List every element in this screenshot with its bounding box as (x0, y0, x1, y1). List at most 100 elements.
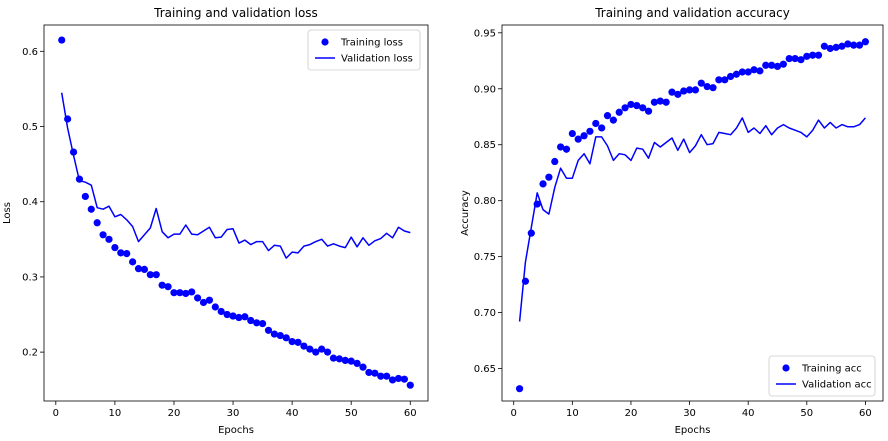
chart-1-ytick-label: 0.2 (22, 348, 38, 359)
chart-2-series-1-point (662, 98, 670, 106)
chart-2-series-1-point (850, 41, 858, 49)
chart-2-series-1-point (832, 43, 840, 51)
chart-2-ytick-label: 0.70 (474, 308, 496, 319)
chart-1-series-1-point (270, 330, 278, 338)
chart-1-xtick-label: 10 (109, 408, 122, 419)
chart-1-ytick-label: 0.3 (22, 272, 38, 283)
chart-1-series-1-point (359, 363, 367, 371)
chart-1-legend-label: Training loss (340, 38, 403, 49)
chart-1-series-1-point (347, 357, 355, 365)
chart-2-series-1-point (633, 101, 641, 110)
chart-1-xtick-label: 50 (345, 408, 358, 419)
chart-2-xtick-label: 20 (625, 408, 638, 419)
chart-2-ytick-label: 0.65 (474, 364, 496, 375)
chart-2-series-1-point (697, 79, 705, 87)
chart-1-legend-marker-swatch (321, 38, 329, 46)
chart-1-series-1-point (406, 381, 414, 389)
chart-1-xlabel: Epochs (218, 425, 254, 436)
chart-2-legend-label: Validation acc (802, 380, 872, 391)
chart-1-series-1-point (323, 348, 332, 356)
chart-1-series-2-line (60, 92, 411, 259)
chart-2-ytick-label: 0.90 (474, 84, 496, 95)
chart-1-series-1-point (388, 376, 397, 384)
chart-2-series-1-point (814, 51, 823, 59)
chart-2-series-1-point (773, 62, 782, 71)
chart-2-series-1-point (639, 104, 647, 112)
chart-2-series-1-point (621, 104, 629, 112)
chart-1-series-1-point (223, 310, 231, 319)
chart-2-legend-marker-swatch (782, 364, 790, 372)
chart-2-series-1-point (609, 116, 617, 124)
chart-2-series-1-point (861, 38, 870, 46)
chart-2-xtick-label: 60 (859, 408, 872, 419)
chart-2-series-1-point (674, 90, 682, 98)
chart-2-xtick-label: 30 (683, 408, 696, 419)
chart-2-series-1-point (820, 42, 828, 50)
chart-2-series-1-point (598, 124, 606, 132)
chart-2-series-1-point (732, 70, 741, 78)
chart-1-series-1-point (335, 355, 343, 363)
chart-2-series-1-point (715, 76, 723, 84)
chart-2-series-1-point (615, 108, 623, 116)
chart-2-ylabel: Accuracy (460, 190, 471, 236)
chart-2-series-1-point (592, 119, 600, 128)
chart-2-series-1-point (680, 87, 688, 95)
chart-1-series-1-point (211, 303, 219, 311)
chart-1-series-1-point (58, 36, 66, 44)
chart-2-xtick-label: 0 (511, 408, 517, 419)
chart-2-series-1-point (791, 54, 799, 63)
chart-1-series-1-point (247, 316, 255, 325)
chart-1-series-1-point (318, 345, 326, 353)
chart-1-series-1-point (140, 265, 149, 273)
chart-2-series-1-point (685, 86, 694, 94)
chart-2-ytick-label: 0.75 (474, 252, 496, 263)
chart-1-series-1-point (300, 342, 308, 350)
chart-1-ylabel: Loss (2, 202, 13, 224)
chart-1-series-1-point (164, 283, 172, 291)
chart-2-xtick-label: 40 (742, 408, 755, 419)
chart-1-series-1-point (400, 375, 408, 383)
chart-2-series-1-point (721, 76, 729, 84)
chart-1-series-1-point (111, 243, 119, 252)
chart-1-series-1-point (176, 289, 184, 297)
chart-1-series-1-point (235, 313, 243, 322)
chart-1-legend: Training loss Validation loss (307, 29, 421, 71)
chart-1-series-1-point (146, 271, 154, 279)
chart-2-ytick-label: 0.95 (474, 28, 496, 39)
chart-1-legend-frame (307, 29, 421, 71)
chart-1-series-1-point (152, 271, 160, 279)
chart-1-legend-label: Validation loss (341, 54, 413, 65)
chart-1-series-1-point (81, 192, 89, 201)
chart-2-series-1-point (557, 143, 565, 151)
chart-2-series-1-point (627, 100, 635, 109)
chart-2-legend-label: Training acc (801, 364, 862, 375)
chart-2-series-1-point (762, 61, 770, 69)
chart-1-series-1-point (394, 374, 403, 383)
chart-2-series-1-point (574, 135, 582, 143)
chart-2-series-1-point (797, 56, 805, 64)
chart-1-series-1-point (170, 289, 178, 297)
chart-1-axes-frame (43, 24, 429, 402)
chart-2-series-1-point (562, 145, 571, 153)
chart-1-series-1-point (87, 205, 95, 213)
chart-2-xlabel: Epochs (675, 425, 711, 436)
chart-1-series-1-point (188, 288, 196, 296)
chart-1-series-1-point (205, 296, 214, 304)
chart-2-series-1-point (727, 72, 735, 81)
chart-2-series-1-point (586, 127, 594, 135)
chart-1-series-1-point (258, 319, 267, 328)
chart-2-series-1-point (744, 68, 752, 76)
chart-2-series-1-point (838, 42, 846, 50)
chart-1-ytick-label: 0.6 (22, 47, 38, 58)
chart-1-series-1-point (312, 348, 320, 356)
chart-1-series-1-point (199, 298, 208, 307)
chart-1-series-1-point (253, 319, 261, 327)
chart-2-xtick-label: 50 (800, 408, 813, 419)
chart-2-xtick-label: 10 (566, 408, 579, 419)
chart-2-series-1-point (580, 132, 588, 140)
chart-1-xtick-label: 30 (227, 408, 240, 419)
chart-1-series-1-point (276, 331, 284, 340)
chart-1-series-1-point (306, 345, 314, 353)
chart-2-series-1-point (650, 98, 659, 106)
chart-1-series-1-point (158, 281, 166, 289)
